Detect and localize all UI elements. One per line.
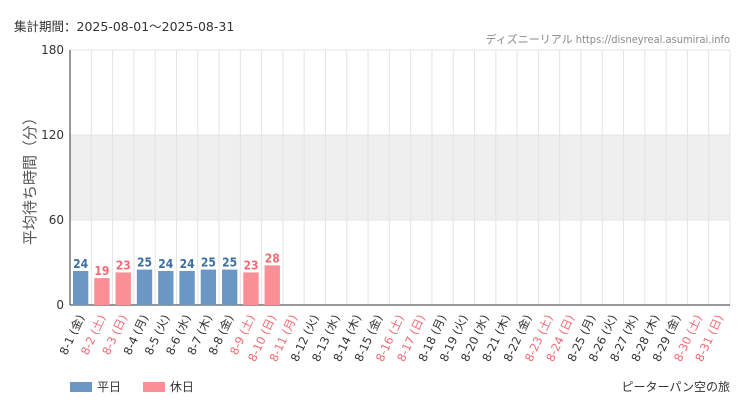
y-axis-title: 平均待ち時間（分） bbox=[21, 110, 39, 245]
bar-8-4 bbox=[136, 269, 153, 305]
value-label: 24 bbox=[158, 257, 174, 271]
value-label: 25 bbox=[222, 256, 237, 270]
y-tick-label: 0 bbox=[56, 298, 64, 312]
bar-8-1 bbox=[72, 271, 89, 305]
bar-8-5 bbox=[158, 271, 174, 305]
value-label: 23 bbox=[116, 258, 131, 272]
legend-item-holiday: 休日 bbox=[142, 378, 194, 395]
legend-swatch-holiday bbox=[142, 381, 165, 392]
bar-8-10 bbox=[264, 265, 280, 305]
bar-8-8 bbox=[222, 269, 238, 305]
shaded-band bbox=[70, 135, 730, 220]
value-label: 24 bbox=[73, 257, 89, 271]
value-label: 23 bbox=[243, 258, 258, 272]
bar-8-9 bbox=[243, 272, 259, 305]
bar-8-2 bbox=[94, 278, 110, 305]
bar-8-7 bbox=[200, 269, 217, 305]
y-tick-label: 120 bbox=[41, 128, 64, 142]
legend-label-weekday: 平日 bbox=[97, 380, 122, 394]
bar-8-6 bbox=[179, 271, 195, 305]
value-label: 28 bbox=[265, 251, 280, 265]
value-label: 25 bbox=[137, 256, 152, 270]
value-label: 25 bbox=[201, 256, 216, 270]
y-tick-label: 60 bbox=[49, 213, 64, 227]
value-label: 24 bbox=[180, 257, 196, 271]
legend: 平日 休日 bbox=[70, 378, 212, 395]
legend-label-holiday: 休日 bbox=[169, 380, 194, 394]
attraction-name: ピーターパン空の旅 bbox=[621, 380, 730, 394]
value-label: 19 bbox=[94, 264, 109, 278]
y-tick-label: 180 bbox=[41, 43, 64, 57]
legend-item-weekday: 平日 bbox=[70, 378, 121, 395]
aggregation-period: 集計期間：2025-08-01～2025-08-31 bbox=[14, 19, 235, 34]
bar-8-3 bbox=[115, 272, 131, 305]
legend-swatch-weekday bbox=[70, 381, 92, 392]
site-credit: ディズニーリアル https://disneyreal.asumirai.inf… bbox=[485, 33, 730, 46]
